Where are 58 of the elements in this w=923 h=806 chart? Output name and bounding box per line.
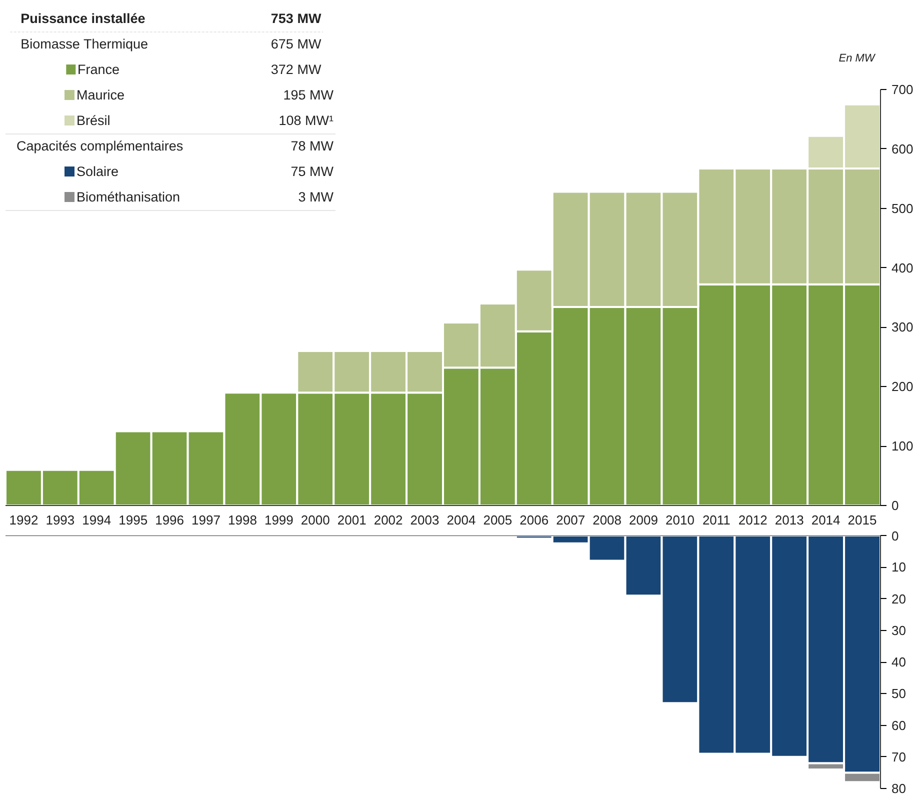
x-tick-label: 2009 <box>629 512 658 528</box>
x-tick-label: 2000 <box>300 512 330 528</box>
legend-label: Solaire <box>76 164 119 179</box>
y-tick-label: 10 <box>892 560 906 575</box>
x-tick-label: 2015 <box>848 512 877 528</box>
x-tick-label: 1997 <box>192 512 220 528</box>
text: Biomasse Thermique <box>20 36 148 52</box>
y-tick-label: 50 <box>892 686 906 702</box>
x-tick-label: 2012 <box>738 512 768 528</box>
x-tick-label: 2013 <box>774 512 804 528</box>
y-tick-label: 700 <box>892 82 914 97</box>
y-tick-label: 40 <box>892 654 906 670</box>
text: 675 MW <box>270 36 322 52</box>
legend-label: Maurice <box>76 88 125 102</box>
y-tick-label: 70 <box>892 749 906 764</box>
x-tick-label: 2003 <box>410 512 440 528</box>
x-tick-label: 1998 <box>228 512 257 528</box>
text: Puissance installée <box>20 11 146 26</box>
y-tick-label: 60 <box>892 718 906 733</box>
y-tick-label: 80 <box>892 781 906 796</box>
annotation: 78 MW <box>290 138 334 154</box>
text: 753 MW <box>270 11 322 26</box>
y-tick-label: 0 <box>892 528 899 544</box>
legend-label: France <box>78 62 120 77</box>
y-tick-label: 0 <box>892 498 899 513</box>
annotation: 3 MW <box>298 190 334 204</box>
x-tick-label: 2008 <box>592 512 622 528</box>
x-tick-label: 2004 <box>446 512 476 528</box>
x-tick-label: 1996 <box>155 512 184 528</box>
text: 372 MW <box>270 62 322 77</box>
x-tick-label: 1995 <box>118 512 148 528</box>
y-tick-label: 400 <box>892 260 914 276</box>
y-tick-label: 500 <box>892 200 914 216</box>
annotation: 195 MW <box>283 88 334 102</box>
x-tick-label: 1992 <box>9 512 38 528</box>
x-tick-label: 1993 <box>46 512 75 528</box>
x-tick-label: 1999 <box>264 512 294 528</box>
annotation: Capacités complémentaires <box>16 138 184 154</box>
annotation: 108 MW¹ <box>278 113 334 128</box>
x-tick-label: 2007 <box>556 512 586 528</box>
x-tick-label: 2014 <box>811 512 840 528</box>
y-tick-label: 20 <box>892 591 906 606</box>
annotation: 75 MW <box>290 164 334 179</box>
y-tick-label: 300 <box>892 320 914 335</box>
x-tick-label: 2005 <box>483 512 512 528</box>
x-tick-label: 2006 <box>520 512 549 528</box>
legend-label: Biométhanisation <box>76 190 180 204</box>
legend-label: Brésil <box>76 113 110 128</box>
x-tick-label: 2001 <box>337 512 366 528</box>
x-tick-label: 2010 <box>666 512 694 528</box>
y-tick-label: 200 <box>892 379 914 394</box>
x-tick-label: 1994 <box>82 512 112 528</box>
x-tick-label: 2011 <box>702 512 730 528</box>
y-tick-label: 100 <box>892 438 914 454</box>
y-axis-title: En MW <box>838 52 876 64</box>
y-tick-label: 30 <box>892 622 906 638</box>
y-tick-label: 600 <box>892 141 914 156</box>
x-tick-label: 2002 <box>374 512 403 528</box>
